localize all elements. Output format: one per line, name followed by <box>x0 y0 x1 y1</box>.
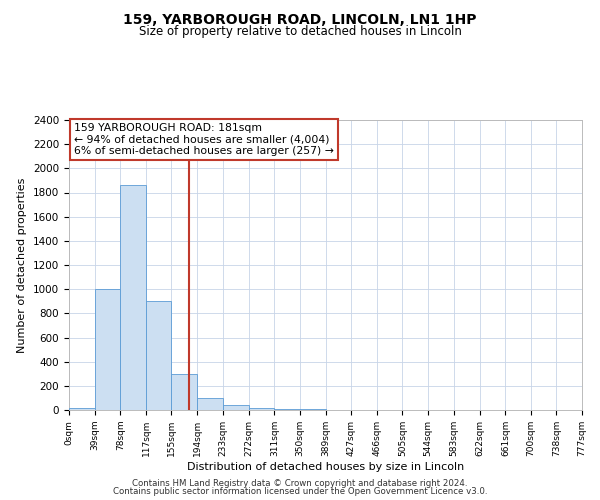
Bar <box>248 408 274 410</box>
Text: 159 YARBOROUGH ROAD: 181sqm
← 94% of detached houses are smaller (4,004)
6% of s: 159 YARBOROUGH ROAD: 181sqm ← 94% of det… <box>74 123 334 156</box>
Bar <box>95 288 121 410</box>
Bar <box>172 374 197 410</box>
Text: Contains public sector information licensed under the Open Government Licence v3: Contains public sector information licen… <box>113 487 487 496</box>
Bar <box>146 300 172 410</box>
Text: 159, YARBOROUGH ROAD, LINCOLN, LN1 1HP: 159, YARBOROUGH ROAD, LINCOLN, LN1 1HP <box>123 12 477 26</box>
Text: Size of property relative to detached houses in Lincoln: Size of property relative to detached ho… <box>139 25 461 38</box>
Y-axis label: Number of detached properties: Number of detached properties <box>17 178 28 352</box>
X-axis label: Distribution of detached houses by size in Lincoln: Distribution of detached houses by size … <box>187 462 464 471</box>
Bar <box>121 185 146 410</box>
Bar <box>69 408 95 410</box>
Bar <box>197 398 223 410</box>
Text: Contains HM Land Registry data © Crown copyright and database right 2024.: Contains HM Land Registry data © Crown c… <box>132 478 468 488</box>
Bar <box>223 404 248 410</box>
